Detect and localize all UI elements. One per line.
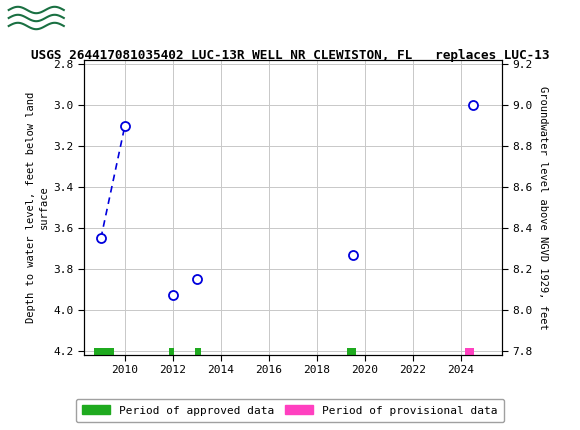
Legend: Period of approved data, Period of provisional data: Period of approved data, Period of provi… xyxy=(76,399,504,422)
Bar xyxy=(169,347,174,356)
Text: USGS: USGS xyxy=(72,10,141,30)
Bar xyxy=(94,347,114,356)
Text: USGS 264417081035402 LUC-13R WELL NR CLEWISTON, FL   replaces LUC-13: USGS 264417081035402 LUC-13R WELL NR CLE… xyxy=(31,49,549,62)
Y-axis label: Groundwater level above NGVD 1929, feet: Groundwater level above NGVD 1929, feet xyxy=(538,86,548,329)
FancyBboxPatch shape xyxy=(6,2,67,38)
Bar xyxy=(195,347,201,356)
Bar xyxy=(465,347,474,356)
Bar xyxy=(347,347,357,356)
Y-axis label: Depth to water level, feet below land
surface: Depth to water level, feet below land su… xyxy=(26,92,49,323)
